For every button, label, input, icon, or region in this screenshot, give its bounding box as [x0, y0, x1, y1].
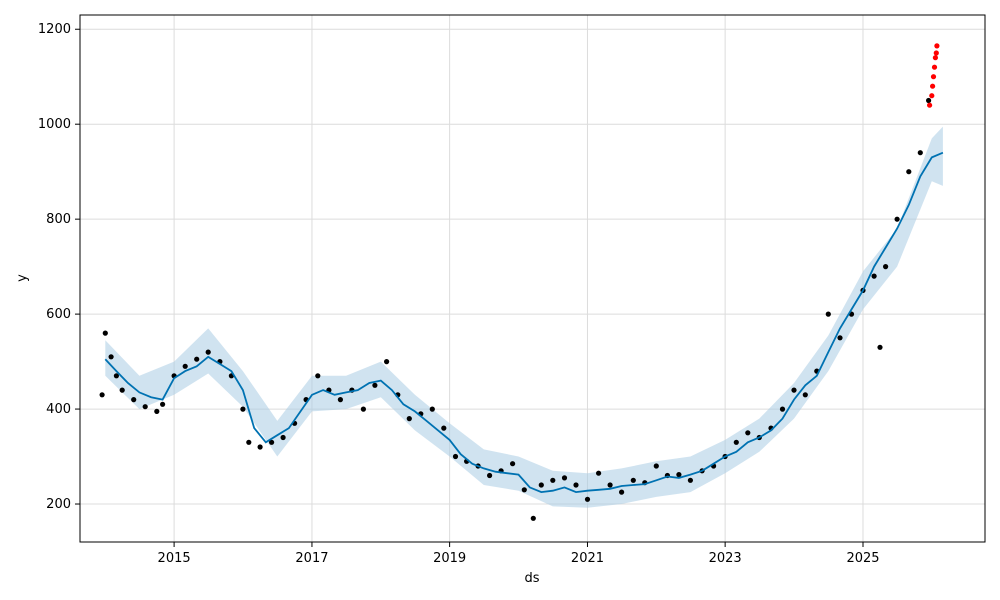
observed-point — [619, 489, 625, 495]
observed-point — [182, 363, 188, 369]
observed-point — [733, 439, 739, 445]
axis-ticks: 2015 2017 2019 2021 2023 2025 200 400 600 800 1000… — [38, 22, 880, 566]
observed-point — [630, 477, 636, 483]
uncertainty-band — [105, 126, 943, 508]
observed-point — [102, 330, 108, 336]
observed-point — [561, 475, 568, 481]
outlier-point — [931, 64, 938, 70]
outlier-point — [932, 55, 939, 61]
observed-point — [119, 387, 125, 393]
plot-frame — [79, 14, 986, 543]
observed-point — [108, 354, 114, 360]
observed-point — [406, 416, 412, 422]
observed-point — [521, 487, 527, 493]
y-axis-label: y — [15, 274, 30, 282]
observed-point — [837, 335, 843, 341]
observed-point — [883, 264, 889, 270]
outlier-point — [930, 83, 936, 89]
observed-point — [154, 408, 160, 414]
observed-point — [257, 444, 263, 450]
outlier-points — [927, 43, 940, 108]
observed-point — [487, 472, 493, 479]
observed-point — [802, 392, 808, 398]
observed-point — [825, 311, 831, 317]
x-tick-label: 2021 — [571, 551, 604, 566]
observed-point — [530, 515, 536, 521]
observed-point — [894, 216, 900, 222]
x-tick-label: 2017 — [295, 551, 328, 566]
observed-point — [607, 482, 613, 488]
outlier-point — [929, 93, 935, 99]
observed-point — [906, 169, 912, 175]
observed-point — [160, 401, 166, 407]
observed-point — [653, 463, 659, 469]
observed-point — [877, 344, 883, 350]
x-tick-label: 2019 — [433, 551, 466, 566]
observed-point — [509, 461, 516, 467]
y-tick-label: 600 — [46, 307, 71, 322]
observed-point — [584, 496, 591, 502]
observed-point — [871, 273, 877, 279]
observed-point — [687, 477, 694, 483]
observed-point — [337, 397, 343, 403]
observed-point — [550, 477, 556, 483]
outlier-point — [927, 102, 933, 108]
outlier-point — [930, 74, 937, 80]
observed-point — [745, 430, 751, 436]
observed-points — [99, 97, 932, 521]
y-tick-label: 1200 — [38, 22, 71, 37]
observed-point — [384, 359, 390, 365]
y-tick-label: 400 — [46, 402, 71, 417]
observed-point — [917, 150, 923, 156]
observed-point — [99, 392, 105, 398]
observed-point — [315, 373, 321, 379]
observed-point — [240, 406, 246, 412]
observed-point — [779, 406, 786, 412]
forecast-line — [104, 151, 944, 494]
outlier-point — [934, 43, 940, 49]
outlier-point — [933, 50, 939, 56]
observed-point — [142, 404, 148, 410]
observed-point — [452, 453, 459, 460]
x-axis-label: ds — [524, 571, 539, 586]
observed-point — [596, 470, 602, 476]
x-tick-label: 2015 — [158, 551, 191, 566]
y-tick-label: 200 — [46, 497, 71, 512]
observed-point — [926, 97, 932, 104]
observed-point — [676, 472, 682, 478]
observed-point — [131, 397, 137, 403]
y-tick-label: 1000 — [38, 117, 71, 132]
observed-point — [113, 373, 119, 379]
y-tick-label: 800 — [46, 212, 71, 227]
observed-point — [269, 439, 275, 445]
observed-point — [441, 425, 447, 431]
observed-point — [372, 382, 378, 388]
observed-point — [538, 482, 544, 488]
observed-point — [194, 356, 200, 362]
observed-point — [360, 406, 366, 412]
observed-point — [791, 387, 797, 393]
observed-point — [573, 482, 579, 488]
x-tick-label: 2025 — [846, 551, 879, 566]
observed-point — [246, 439, 252, 445]
observed-point — [429, 406, 435, 412]
observed-point — [205, 349, 211, 355]
observed-point — [280, 434, 286, 441]
x-tick-label: 2023 — [709, 551, 742, 566]
